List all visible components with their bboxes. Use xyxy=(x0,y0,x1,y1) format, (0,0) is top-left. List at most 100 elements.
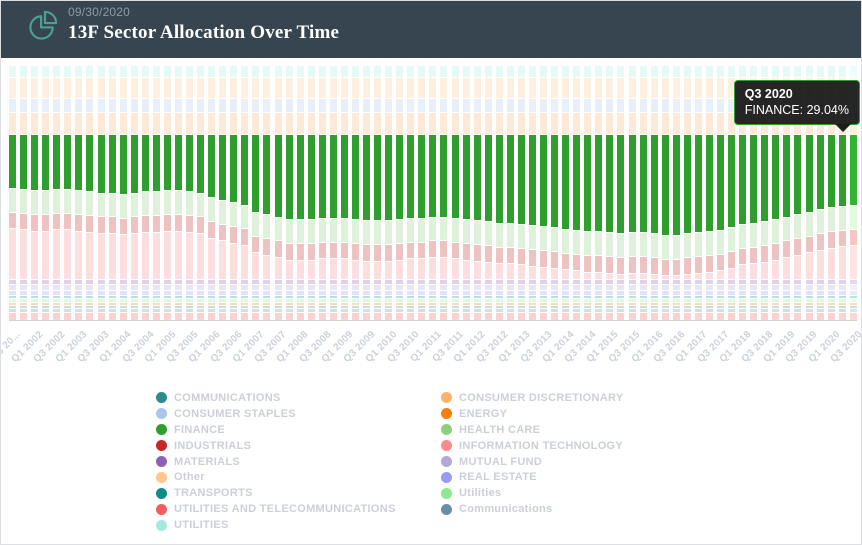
legend-item[interactable]: UTILITIES AND TELECOMMUNICATIONS xyxy=(156,501,396,517)
stacked-bar[interactable] xyxy=(9,66,16,321)
legend-item[interactable]: TRANSPORTS xyxy=(156,485,396,501)
stacked-bar[interactable] xyxy=(141,66,149,321)
stacked-bar[interactable] xyxy=(528,66,536,321)
stacked-bar[interactable] xyxy=(462,66,470,321)
stacked-bar[interactable] xyxy=(208,66,216,321)
stacked-bar[interactable] xyxy=(230,66,238,321)
legend-item[interactable]: CONSUMER DISCRETIONARY xyxy=(441,390,623,406)
legend-item[interactable]: COMMUNICATIONS xyxy=(156,390,396,406)
bar-segment xyxy=(75,294,83,299)
stacked-bar[interactable] xyxy=(197,66,205,321)
stacked-bar[interactable] xyxy=(617,66,625,321)
stacked-bar[interactable] xyxy=(318,66,326,321)
stacked-bar[interactable] xyxy=(75,66,83,321)
legend-item[interactable]: CONSUMER STAPLES xyxy=(156,406,396,422)
bar-segment xyxy=(761,294,769,299)
stacked-bar[interactable] xyxy=(661,66,669,321)
stacked-bar[interactable] xyxy=(296,66,304,321)
stacked-bar[interactable] xyxy=(174,66,182,321)
stacked-bar[interactable] xyxy=(108,66,116,321)
stacked-bar[interactable] xyxy=(86,66,94,321)
stacked-bar[interactable] xyxy=(130,66,138,321)
legend-item[interactable]: HEALTH CARE xyxy=(441,422,623,438)
legend-item[interactable]: INDUSTRIALS xyxy=(156,438,396,454)
stacked-bar[interactable] xyxy=(20,66,28,321)
bar-segment xyxy=(340,305,348,309)
stacked-bar[interactable] xyxy=(42,66,50,321)
stacked-bar[interactable] xyxy=(650,66,658,321)
bar-segment xyxy=(584,305,592,309)
stacked-bar[interactable] xyxy=(274,66,282,321)
stacked-bar[interactable] xyxy=(163,66,171,321)
bar-segment xyxy=(661,112,669,134)
legend-item[interactable]: FINANCE xyxy=(156,422,396,438)
legend-item[interactable]: MUTUAL FUND xyxy=(441,454,623,470)
stacked-bar[interactable] xyxy=(31,66,39,321)
bar-segment xyxy=(75,308,83,312)
legend-item[interactable]: REAL ESTATE xyxy=(441,469,623,485)
bar-segment xyxy=(595,294,603,299)
stacked-bar[interactable] xyxy=(186,66,193,321)
bar-segment xyxy=(97,66,105,77)
bar-segment xyxy=(230,133,238,203)
stacked-bar[interactable] xyxy=(573,66,581,321)
legend-item[interactable]: UTILITIES xyxy=(156,517,396,533)
stacked-bar[interactable] xyxy=(152,66,160,321)
stacked-bar[interactable] xyxy=(252,66,260,321)
bar-segment xyxy=(429,294,437,299)
stacked-bar[interactable] xyxy=(717,66,724,321)
stacked-bar[interactable] xyxy=(407,66,415,321)
legend-item[interactable]: Communications xyxy=(441,501,623,517)
stacked-bar[interactable] xyxy=(473,66,481,321)
stacked-bar[interactable] xyxy=(219,66,227,321)
stacked-bar[interactable] xyxy=(97,66,105,321)
legend-item[interactable]: MATERIALS xyxy=(156,454,396,470)
stacked-bar[interactable] xyxy=(241,66,249,321)
stacked-bar[interactable] xyxy=(694,66,702,321)
stacked-bar[interactable] xyxy=(639,66,647,321)
stacked-bar[interactable] xyxy=(418,66,426,321)
bar-segment xyxy=(816,249,824,279)
bar-segment xyxy=(650,298,658,302)
stacked-bar[interactable] xyxy=(396,66,404,321)
stacked-bar[interactable] xyxy=(551,66,559,321)
stacked-bar[interactable] xyxy=(540,66,547,321)
stacked-bar[interactable] xyxy=(628,66,636,321)
bar-segment xyxy=(351,311,359,321)
stacked-bar[interactable] xyxy=(451,66,459,321)
stacked-bar[interactable] xyxy=(329,66,337,321)
stacked-bar[interactable] xyxy=(285,66,293,321)
stacked-bar[interactable] xyxy=(440,66,448,321)
stacked-bar[interactable] xyxy=(351,66,359,321)
stacked-bar[interactable] xyxy=(429,66,437,321)
bar-segment xyxy=(75,298,83,302)
stacked-bar[interactable] xyxy=(340,66,348,321)
stacked-bar[interactable] xyxy=(495,66,503,321)
bar-segment xyxy=(418,112,426,134)
stacked-bar[interactable] xyxy=(506,66,514,321)
stacked-bar[interactable] xyxy=(64,66,72,321)
legend-item[interactable]: ENERGY xyxy=(441,406,623,422)
stacked-bar[interactable] xyxy=(119,66,127,321)
legend-item[interactable]: Other xyxy=(156,469,396,485)
stacked-bar[interactable] xyxy=(705,66,713,321)
legend-item[interactable]: INFORMATION TECHNOLOGY xyxy=(441,438,623,454)
legend-item[interactable]: Utilities xyxy=(441,485,623,501)
stacked-bar[interactable] xyxy=(263,66,271,321)
stacked-bar[interactable] xyxy=(584,66,592,321)
stacked-bar[interactable] xyxy=(728,66,736,321)
stacked-bar[interactable] xyxy=(606,66,614,321)
stacked-bar[interactable] xyxy=(53,66,61,321)
stacked-bar[interactable] xyxy=(562,66,570,321)
stacked-bar[interactable] xyxy=(517,66,525,321)
stacked-bar[interactable] xyxy=(363,66,370,321)
stacked-bar[interactable] xyxy=(484,66,492,321)
stacked-bar[interactable] xyxy=(595,66,603,321)
stacked-bar[interactable] xyxy=(385,66,393,321)
stacked-bar[interactable] xyxy=(672,66,680,321)
stacked-bar[interactable] xyxy=(374,66,382,321)
bar-segment xyxy=(230,112,238,134)
stacked-bar[interactable] xyxy=(307,66,315,321)
bar-segment xyxy=(86,98,94,113)
stacked-bar[interactable] xyxy=(683,66,691,321)
